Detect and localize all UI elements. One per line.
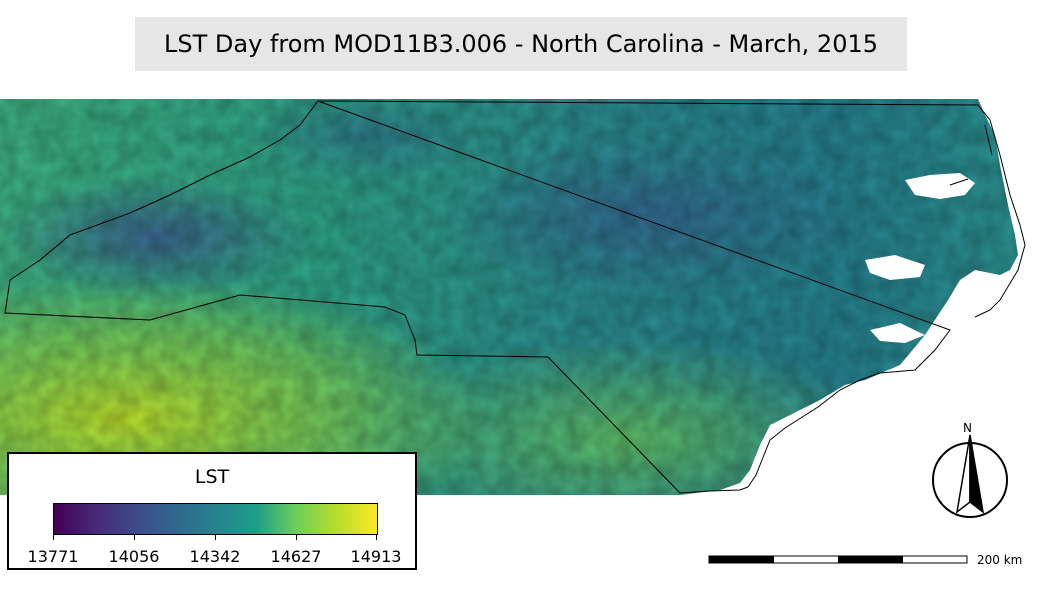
lst-map [0, 99, 1026, 495]
legend-tick [134, 534, 135, 540]
county-lines [949, 124, 993, 186]
legend-tick-label: 14913 [350, 547, 402, 566]
map-title: LST Day from MOD11B3.006 - North Carolin… [163, 30, 878, 58]
legend-title: LST [194, 466, 230, 488]
lst-raster [0, 99, 1018, 495]
legend-colorbar [53, 503, 378, 535]
legend-tick-label: 13771 [27, 547, 79, 566]
map-title-box: LST Day from MOD11B3.006 - North Carolin… [135, 17, 907, 71]
legend-tick-label: 14056 [108, 547, 160, 566]
legend-tick [376, 534, 377, 540]
scale-bar [708, 555, 968, 564]
scale-bar-label: 200 km [977, 553, 1023, 567]
north-carolina-boundary [4, 100, 1026, 494]
north-arrow-icon [932, 434, 1008, 518]
legend-tick-label: 14627 [270, 547, 322, 566]
legend-tick [53, 534, 54, 540]
north-label: N [963, 421, 972, 435]
legend: LST 13771 14056 14342 14627 14913 [7, 452, 417, 570]
sound-water [865, 173, 975, 343]
legend-tick-label: 14342 [189, 547, 241, 566]
legend-tick [296, 534, 297, 540]
legend-tick [215, 534, 216, 540]
